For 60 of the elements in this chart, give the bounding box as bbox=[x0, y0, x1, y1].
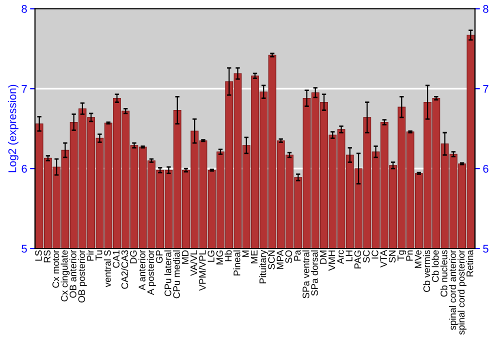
x-tick-label: MPA bbox=[276, 250, 284, 269]
y-tick-label: 6 bbox=[22, 164, 27, 173]
x-tick-label: SPa dorsal bbox=[310, 250, 318, 296]
x-tick-label: Pineal bbox=[233, 250, 240, 276]
x-tick-label: Cx cingulate bbox=[60, 250, 70, 302]
x-tick-label: SPa ventral bbox=[302, 250, 310, 298]
x-tick-label: IC bbox=[372, 250, 378, 258]
x-tick-label: SC bbox=[363, 250, 370, 263]
y2-tick-label: 8 bbox=[483, 5, 488, 13]
x-tick-label: Cb vermis bbox=[423, 250, 430, 292]
x-tick-label: CPu lateral bbox=[164, 250, 172, 296]
y2-tick-label: 5 bbox=[483, 244, 488, 253]
x-tick-label: LS bbox=[35, 250, 42, 261]
y-tick-label: 5 bbox=[22, 244, 27, 253]
x-tick-label: VTA bbox=[380, 250, 387, 268]
x-tick-label: PAG bbox=[354, 250, 362, 268]
x-tick-label: Cx motor bbox=[52, 250, 60, 288]
x-tick-label: spinal cord posterior bbox=[458, 250, 466, 335]
x-tick-label: Pn bbox=[406, 250, 413, 261]
x-tick-label: CPu medial bbox=[172, 250, 180, 298]
x-tick-label: Cb nucleus bbox=[440, 250, 448, 297]
x-tick-label: A posterior bbox=[147, 250, 156, 296]
x-tick-label: SO bbox=[285, 250, 292, 264]
x-tick-label: RS bbox=[44, 250, 50, 262]
x-tick-label: Pa bbox=[294, 250, 301, 261]
x-tick-label: ME bbox=[250, 250, 258, 264]
x-tick-label: Tu bbox=[96, 250, 102, 260]
x-tick-label: VPM/VPL bbox=[198, 250, 206, 291]
x-tick-label: CA2/CA3 bbox=[121, 250, 128, 289]
x-tick-label: Arc bbox=[337, 250, 344, 264]
x-tick-label: MG bbox=[216, 250, 224, 264]
x-tick-label: Pituitary bbox=[259, 250, 268, 284]
x-tick-label: SCN bbox=[268, 250, 275, 270]
x-tick-label: LH bbox=[346, 250, 352, 262]
x-tick-label: OB posterior bbox=[78, 250, 87, 302]
x-tick-label: GP bbox=[156, 250, 163, 264]
y-tick-label: 7 bbox=[22, 85, 27, 93]
x-tick-label: OB anterior bbox=[69, 250, 76, 298]
x-tick-label: spinal cord anterior bbox=[449, 250, 458, 330]
x-tick-label: Pir bbox=[86, 250, 94, 261]
x-tick-label: M bbox=[242, 250, 249, 257]
x-tick-label: VMH bbox=[328, 250, 336, 271]
x-tick-label: ventral S bbox=[104, 250, 111, 288]
y-axis-title: Log2 (expression) bbox=[8, 84, 18, 172]
x-tick-label: Hb bbox=[224, 250, 232, 262]
x-tick-label: MVe bbox=[414, 250, 422, 268]
x-tick-label: Cb lobe bbox=[432, 250, 439, 282]
x-tick-label: Tg bbox=[398, 250, 406, 261]
x-tick-label: DG bbox=[130, 250, 137, 264]
x-tick-label: VA/VL bbox=[190, 250, 198, 276]
x-tick-label: SN bbox=[388, 250, 396, 263]
y-tick-label: 8 bbox=[22, 5, 27, 13]
x-tick-label: LG bbox=[208, 250, 214, 262]
x-tick-label: DM bbox=[320, 250, 326, 264]
x-tick-label: Retina bbox=[466, 250, 474, 276]
x-tick-label: A anterior bbox=[138, 250, 146, 290]
y2-tick-label: 7 bbox=[483, 85, 488, 93]
x-tick-label: CA1 bbox=[112, 250, 120, 268]
x-tick-label: MD bbox=[182, 250, 188, 264]
y2-tick-label: 6 bbox=[483, 164, 488, 173]
